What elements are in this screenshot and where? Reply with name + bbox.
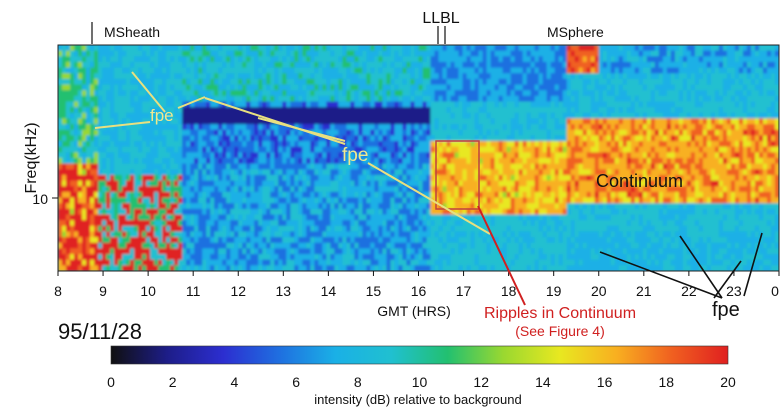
x-axis-ticks: 8 9 10 11 12 13 14 15 16 17 18 19 20 21 22 23 0	[54, 271, 780, 299]
x-tick-label: 13	[276, 283, 292, 299]
x-tick-label: 15	[366, 283, 382, 299]
colorbar-ticks: 0 2 4 6 8 10 12 14 16 18 20	[107, 374, 736, 390]
x-tick-label: 16	[411, 283, 427, 299]
colorbar-tick-label: 8	[354, 374, 362, 390]
colorbar-tick-label: 10	[412, 374, 428, 390]
x-tick-label: 11	[186, 283, 201, 299]
colorbar-tick-label: 16	[597, 374, 613, 390]
y-axis-label: Freq(kHz)	[23, 122, 40, 193]
region-label-llbl: LLBL	[422, 10, 459, 27]
y-tick-label-10: 10	[32, 191, 48, 207]
x-tick-label: 12	[230, 283, 246, 299]
date-label: 95/11/28	[58, 319, 142, 344]
fpe-label-left: fpe	[150, 106, 174, 125]
x-tick-label: 18	[501, 283, 517, 299]
colorbar-tick-label: 6	[292, 374, 300, 390]
region-label-msphere: MSphere	[547, 24, 604, 40]
x-tick-label: 20	[591, 283, 607, 299]
colorbar-tick-label: 14	[535, 374, 551, 390]
fpe-label-right: fpe	[712, 299, 740, 321]
x-tick-label: 14	[321, 283, 337, 299]
colorbar-tick-label: 4	[231, 374, 239, 390]
region-label-msheath: MSheath	[104, 24, 160, 40]
x-tick-label: 19	[546, 283, 562, 299]
colorbar	[110, 345, 729, 365]
colorbar-tick-label: 0	[107, 374, 115, 390]
colorbar-tick-label: 18	[659, 374, 675, 390]
x-axis-label: GMT (HRS)	[377, 303, 451, 319]
x-tick-label: 21	[636, 283, 652, 299]
ripples-label: Ripples in Continuum	[484, 305, 636, 322]
fpe-label-middle: fpe	[342, 145, 368, 166]
ripples-note: (See Figure 4)	[515, 323, 604, 339]
ripples-box	[435, 140, 480, 210]
x-tick-label: 10	[140, 283, 156, 299]
spectrogram-plot	[58, 45, 779, 271]
continuum-label: Continuum	[596, 171, 683, 191]
colorbar-tick-label: 12	[473, 374, 489, 390]
colorbar-label: intensity (dB) relative to background	[314, 392, 521, 407]
x-tick-label: 8	[54, 283, 62, 299]
x-tick-label: 17	[456, 283, 472, 299]
x-tick-label: 9	[99, 283, 107, 299]
annotation-arrows	[94, 71, 763, 306]
colorbar-tick-label: 20	[720, 374, 736, 390]
x-tick-label: 0	[771, 283, 779, 299]
colorbar-tick-label: 2	[169, 374, 177, 390]
x-tick-label: 23	[726, 283, 742, 299]
